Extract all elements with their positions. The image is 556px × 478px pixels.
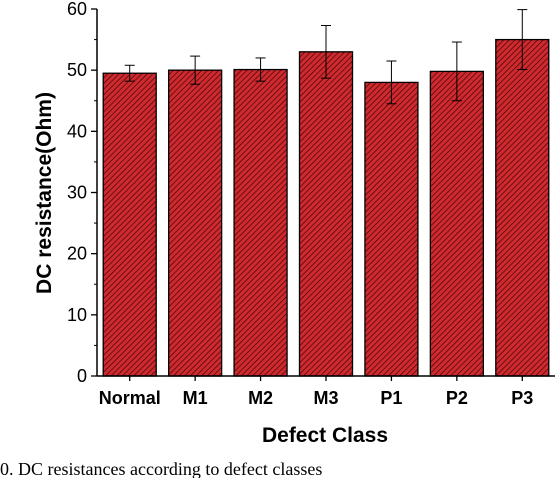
error-bar-m2 <box>255 57 266 82</box>
bar-p3 <box>495 38 550 377</box>
x-tick-label: P3 <box>511 388 533 408</box>
bar-m1 <box>167 69 223 377</box>
figure-caption: 0. DC resistances according to defect cl… <box>0 459 323 478</box>
error-bar-p3 <box>517 9 528 71</box>
x-tick-label: Normal <box>99 388 161 408</box>
x-axis-title: Defect Class <box>262 424 388 447</box>
y-tick-label: 60 <box>67 0 87 19</box>
y-tick-label: 0 <box>77 366 87 386</box>
x-tick-label: P1 <box>380 388 402 408</box>
y-tick-label: 10 <box>67 305 87 325</box>
bar-p1 <box>364 81 419 377</box>
x-tick-label: P2 <box>446 388 468 408</box>
error-bar-m3 <box>321 25 331 79</box>
error-bar-p1 <box>386 60 397 105</box>
error-bar-normal <box>124 64 135 82</box>
x-tick-label: M3 <box>313 388 338 408</box>
bar-m2 <box>233 68 288 377</box>
bar-m3 <box>298 51 354 377</box>
y-tick-label: 30 <box>67 183 87 203</box>
bar-normal <box>102 72 157 377</box>
error-bar-p2 <box>451 41 462 102</box>
error-bar-m1 <box>190 55 201 85</box>
y-axis-title: DC resistance(Ohm) <box>33 92 56 294</box>
x-tick-label: M1 <box>183 388 208 408</box>
y-tick-label: 50 <box>67 60 87 80</box>
bar-p2 <box>429 70 485 377</box>
x-tick-label: M2 <box>248 388 273 408</box>
y-tick-label: 20 <box>67 244 87 264</box>
y-tick-label: 40 <box>67 121 87 141</box>
